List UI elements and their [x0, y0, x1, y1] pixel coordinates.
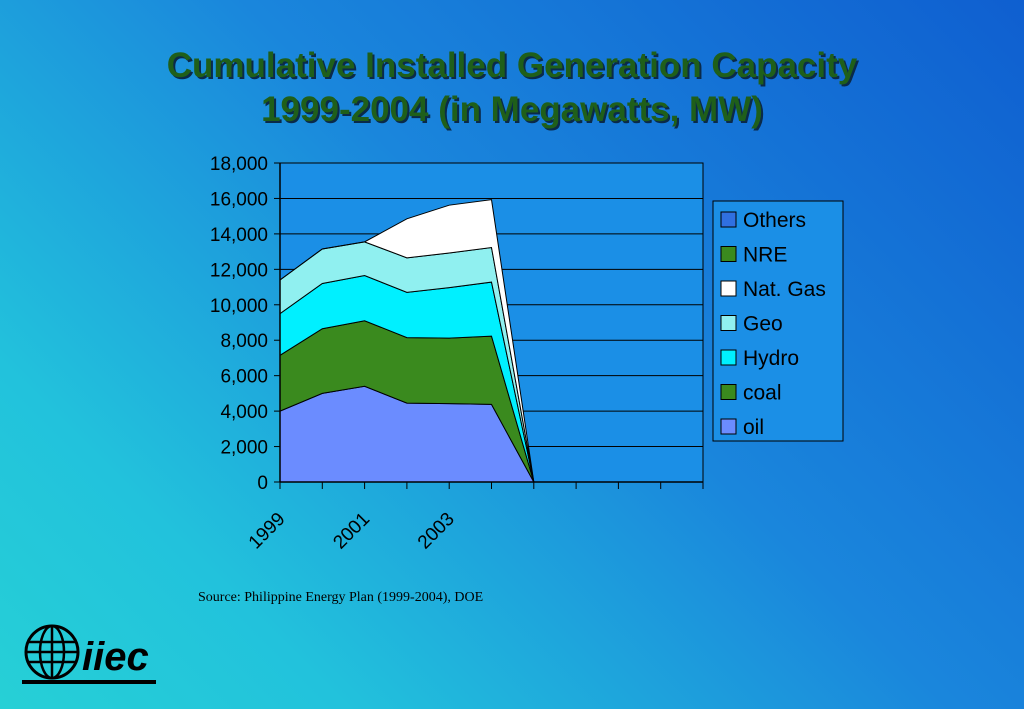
y-tick-label: 16,000: [210, 189, 268, 210]
legend-label: Hydro: [743, 347, 799, 370]
x-tick-label: 1999: [245, 509, 290, 554]
y-tick-label: 12,000: [210, 260, 268, 281]
logo-wordmark: iiec: [82, 635, 149, 679]
legend-label: oil: [743, 416, 764, 439]
source-note: Source: Philippine Energy Plan (1999-200…: [198, 590, 484, 605]
title-line-2: 1999-2004 (in Megawatts, MW): [261, 90, 763, 129]
legend-swatch: [720, 349, 737, 366]
legend-label: NRE: [743, 244, 787, 267]
x-tick-label: 2003: [414, 509, 459, 554]
y-tick-label: 2,000: [220, 438, 268, 459]
y-tick-label: 10,000: [210, 296, 268, 317]
legend-swatch: [720, 246, 737, 262]
legend-swatch: [720, 418, 737, 435]
y-tick-label: 18,000: [210, 154, 268, 175]
legend-label: Others: [743, 209, 806, 232]
y-tick-label: 14,000: [210, 225, 268, 246]
logo-underline: [22, 680, 156, 684]
legend-swatch: [720, 280, 737, 297]
x-tick-label: 2001: [329, 509, 374, 554]
legend-swatch: [720, 211, 737, 228]
iiec-logo: iiec: [22, 624, 156, 684]
globe-icon: [24, 624, 80, 680]
legend-swatch: [720, 384, 737, 400]
title-line-1: Cumulative Installed Generation Capacity: [166, 46, 858, 85]
y-tick-label: 6,000: [220, 367, 268, 388]
legend-label: Geo: [743, 313, 783, 336]
y-tick-label: 8,000: [220, 331, 268, 352]
legend-swatch: [720, 315, 737, 331]
legend-label: coal: [743, 382, 782, 405]
slide-title: Cumulative Installed Generation Capacity…: [0, 44, 1024, 132]
area-nat-gas: [279, 199, 703, 483]
y-tick-label: 0: [257, 473, 268, 494]
legend-label: Nat. Gas: [743, 278, 826, 301]
y-tick-label: 4,000: [220, 402, 268, 423]
